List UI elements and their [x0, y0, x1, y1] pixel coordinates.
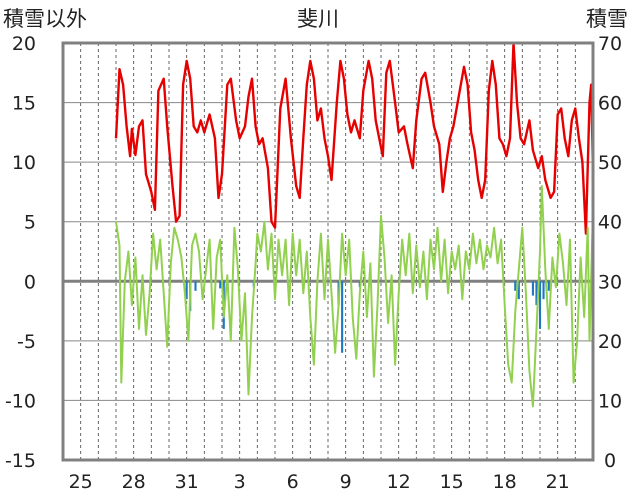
precip-bar	[535, 281, 538, 306]
plot-border	[61, 41, 595, 462]
min_temp-line	[115, 185, 594, 408]
y-left-tick-label: -5	[17, 331, 36, 353]
max_temp-line	[114, 41, 595, 235]
precip-bar	[185, 281, 188, 300]
y-right-axis-label: 積雪	[586, 7, 628, 31]
precip-bar	[517, 281, 520, 300]
y-left-tick-label: -10	[5, 390, 36, 412]
y-right-tick-label: 40	[598, 212, 622, 234]
y-right-tick-label: 70	[598, 33, 622, 55]
chart-title: 斐川	[297, 7, 339, 31]
x-tick-label: 3	[234, 471, 246, 493]
y-right-tick-label: 30	[598, 271, 622, 293]
y-left-tick-label: -15	[5, 450, 36, 472]
precip-bar	[341, 281, 344, 353]
y-left-axis-label: 積雪以外	[3, 7, 87, 31]
y-right-tick-label: 0	[604, 450, 616, 472]
x-tick-label: 15	[440, 471, 464, 493]
x-tick-label: 6	[287, 471, 299, 493]
x-tick-label: 31	[175, 471, 199, 493]
y-right-tick-label: 10	[598, 390, 622, 412]
x-tick-label: 9	[340, 471, 352, 493]
y-right-tick-label: 60	[598, 93, 622, 115]
y-right-tick-label: 50	[598, 152, 622, 174]
grid	[63, 43, 593, 460]
x-tick-label: 25	[69, 471, 93, 493]
y-left-tick-label: 0	[24, 271, 36, 293]
precip-bar	[538, 281, 542, 329]
precip-bar	[531, 281, 534, 296]
x-tick-label: 28	[122, 471, 146, 493]
series-lines	[114, 41, 595, 408]
precip-bar	[542, 281, 545, 300]
x-tick-label: 12	[387, 471, 411, 493]
precip-bar	[547, 281, 550, 291]
y-left-tick-label: 20	[12, 33, 36, 55]
precip-bar	[514, 281, 517, 291]
y-left-tick-label: 15	[12, 93, 36, 115]
y-left-tick-label: 5	[24, 212, 36, 234]
x-tick-label: 18	[493, 471, 517, 493]
x-tick-label: 21	[546, 471, 570, 493]
plot-frame	[61, 41, 595, 462]
y-right-tick-label: 20	[598, 331, 622, 353]
precip-bar	[219, 281, 222, 289]
precip-bar	[194, 281, 197, 291]
y-left-tick-label: 10	[12, 152, 36, 174]
